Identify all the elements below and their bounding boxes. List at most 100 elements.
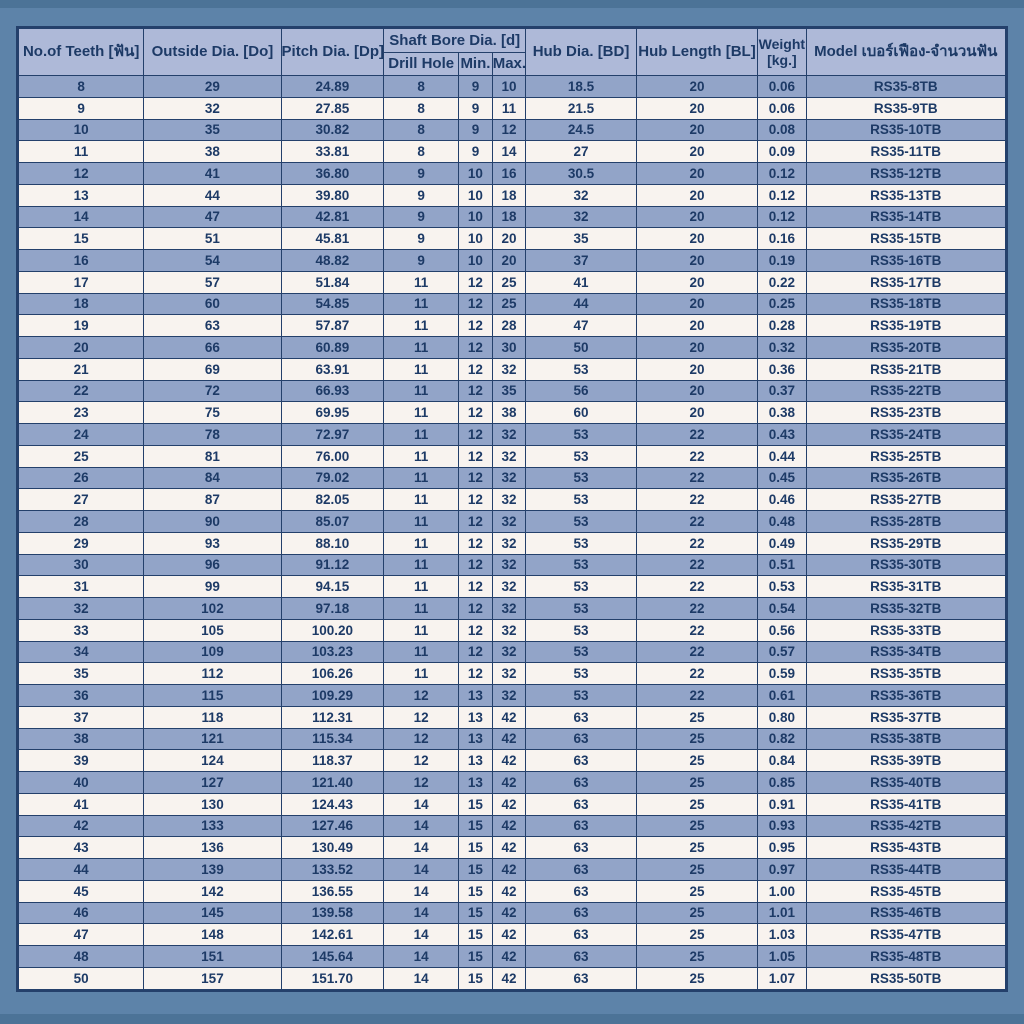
cell-outside_dia: 102: [143, 597, 282, 620]
cell-min: 12: [458, 662, 493, 685]
cell-weight: 0.59: [757, 662, 807, 685]
cell-drill_hole: 12: [383, 771, 460, 794]
cell-max: 32: [491, 662, 527, 685]
cell-min: 12: [458, 618, 493, 642]
cell-model: RS35-26TB: [805, 466, 1006, 490]
cell-outside_dia: 29: [143, 75, 282, 98]
cell-outside_dia: 148: [143, 923, 282, 946]
cell-model: RS35-27TB: [805, 488, 1006, 511]
cell-min: 12: [458, 640, 493, 664]
cell-model: RS35-19TB: [805, 314, 1006, 337]
cell-weight: 0.82: [757, 727, 807, 751]
cell-weight: 1.03: [757, 923, 807, 946]
cell-teeth: 41: [18, 792, 145, 816]
cell-model: RS35-21TB: [805, 357, 1006, 381]
cell-weight: 0.06: [757, 96, 807, 120]
cell-weight: 0.36: [757, 357, 807, 381]
cell-min: 12: [458, 444, 493, 468]
cell-outside_dia: 51: [143, 227, 282, 250]
cell-pitch_dia: 66.93: [280, 379, 385, 403]
cell-min: 15: [458, 966, 493, 990]
cell-weight: 0.28: [757, 314, 807, 337]
cell-teeth: 43: [18, 836, 145, 859]
cell-model: RS35-33TB: [805, 618, 1006, 642]
cell-pitch_dia: 69.95: [280, 401, 385, 424]
cell-outside_dia: 130: [143, 792, 282, 816]
cell-pitch_dia: 76.00: [280, 444, 385, 468]
cell-hub_dia: 53: [525, 444, 637, 468]
cell-drill_hole: 11: [383, 510, 460, 533]
cell-max: 42: [491, 923, 527, 946]
cell-model: RS35-37TB: [805, 705, 1006, 729]
cell-weight: 1.05: [757, 945, 807, 968]
cell-teeth: 24: [18, 423, 145, 446]
cell-hub_dia: 50: [525, 336, 637, 359]
cell-hub_length: 22: [635, 618, 759, 642]
cell-weight: 1.01: [757, 901, 807, 925]
cell-pitch_dia: 112.31: [280, 705, 385, 729]
cell-outside_dia: 57: [143, 270, 282, 294]
cell-pitch_dia: 33.81: [280, 140, 385, 163]
cell-pitch_dia: 54.85: [280, 292, 385, 316]
cell-outside_dia: 118: [143, 705, 282, 729]
cell-teeth: 37: [18, 705, 145, 729]
cell-outside_dia: 54: [143, 249, 282, 272]
cell-min: 13: [458, 749, 493, 772]
cell-model: RS35-30TB: [805, 553, 1006, 577]
table-row: 50 157 151.70 14 15 42 63 25 1.07 RS35-50TB: [18, 966, 1006, 990]
cell-min: 15: [458, 879, 493, 903]
cell-hub_length: 25: [635, 749, 759, 772]
cell-outside_dia: 38: [143, 140, 282, 163]
table-row: 18 60 54.85 11 12 25 44 20 0.25 RS35-18TB: [18, 292, 1006, 316]
cell-min: 15: [458, 792, 493, 816]
cell-min: 15: [458, 945, 493, 968]
cell-min: 12: [458, 270, 493, 294]
cell-hub_dia: 37: [525, 249, 637, 272]
cell-drill_hole: 11: [383, 640, 460, 664]
cell-max: 42: [491, 879, 527, 903]
cell-max: 20: [491, 227, 527, 250]
cell-max: 16: [491, 162, 527, 185]
cell-weight: 0.32: [757, 336, 807, 359]
cell-teeth: 39: [18, 749, 145, 772]
cell-outside_dia: 84: [143, 466, 282, 490]
cell-max: 42: [491, 945, 527, 968]
cell-weight: 0.22: [757, 270, 807, 294]
table-header: No.of Teeth [ฟัน] Outside Dia. [Do] Pitc…: [18, 28, 1006, 76]
cell-pitch_dia: 103.23: [280, 640, 385, 664]
cell-hub_length: 25: [635, 727, 759, 751]
cell-max: 20: [491, 249, 527, 272]
cell-teeth: 20: [18, 336, 145, 359]
header-weight-line1: Weight: [758, 35, 806, 52]
cell-hub_length: 22: [635, 531, 759, 555]
cell-drill_hole: 14: [383, 923, 460, 946]
cell-min: 9: [458, 96, 493, 120]
cell-pitch_dia: 57.87: [280, 314, 385, 337]
cell-weight: 0.91: [757, 792, 807, 816]
cell-hub_dia: 53: [525, 684, 637, 707]
cell-weight: 0.48: [757, 510, 807, 533]
cell-pitch_dia: 151.70: [280, 966, 385, 990]
cell-max: 32: [491, 553, 527, 577]
cell-hub_dia: 63: [525, 945, 637, 968]
cell-weight: 0.85: [757, 771, 807, 794]
cell-pitch_dia: 48.82: [280, 249, 385, 272]
cell-hub_dia: 63: [525, 923, 637, 946]
cell-model: RS35-11TB: [805, 140, 1006, 163]
cell-hub_dia: 21.5: [525, 96, 637, 120]
cell-teeth: 11: [18, 140, 145, 163]
cell-hub_dia: 18.5: [525, 75, 637, 98]
cell-teeth: 29: [18, 531, 145, 555]
table-row: 25 81 76.00 11 12 32 53 22 0.44 RS35-25TB: [18, 444, 1006, 468]
cell-pitch_dia: 100.20: [280, 618, 385, 642]
cell-pitch_dia: 115.34: [280, 727, 385, 751]
cell-teeth: 13: [18, 183, 145, 207]
cell-outside_dia: 96: [143, 553, 282, 577]
cell-hub_dia: 24.5: [525, 118, 637, 142]
cell-pitch_dia: 109.29: [280, 684, 385, 707]
cell-teeth: 22: [18, 379, 145, 403]
cell-outside_dia: 81: [143, 444, 282, 468]
cell-model: RS35-35TB: [805, 662, 1006, 685]
cell-max: 18: [491, 205, 527, 229]
cell-outside_dia: 105: [143, 618, 282, 642]
